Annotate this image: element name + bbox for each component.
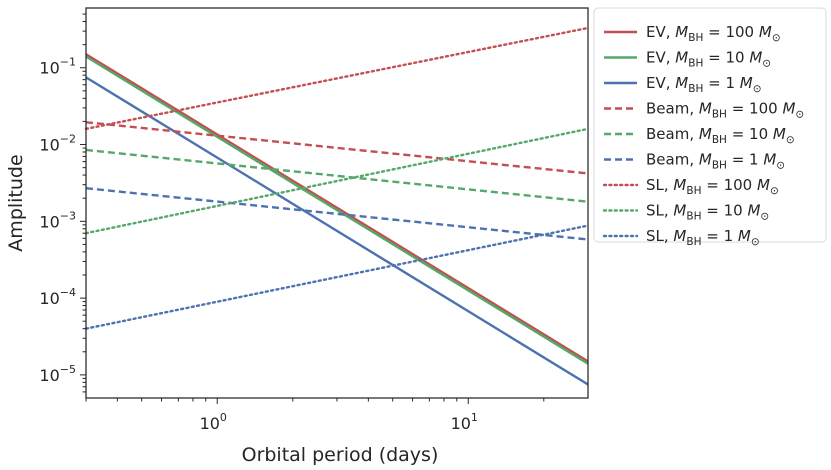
legend-label: SL, MBH = 100 M⊙ — [646, 176, 779, 197]
y-tick-label: 10−5 — [39, 363, 76, 385]
legend-label: Beam, MBH = 100 M⊙ — [646, 100, 804, 121]
legend-label: EV, MBH = 10 M⊙ — [646, 49, 771, 70]
series-line-1 — [85, 55, 589, 365]
legend-label: SL, MBH = 10 M⊙ — [646, 202, 769, 223]
series-line-7 — [84, 127, 590, 235]
legend-label: EV, MBH = 1 M⊙ — [646, 74, 762, 95]
ticks-layer: 10−5 10−4 10−3 10−2 10−1 100 101 — [39, 13, 545, 433]
series-line-0 — [85, 53, 589, 363]
legend-item: SL, MBH = 1 M⊙ — [602, 227, 760, 248]
legend-item: EV, MBH = 100 M⊙ — [604, 23, 781, 44]
legend-label: Beam, MBH = 1 M⊙ — [646, 151, 785, 172]
legend-box — [593, 7, 827, 243]
series-line-5 — [85, 187, 589, 241]
legend-item: EV, MBH = 10 M⊙ — [604, 49, 771, 70]
legend-label: Beam, MBH = 10 M⊙ — [646, 125, 795, 146]
series-layer — [84, 26, 590, 386]
series-line-2 — [85, 76, 589, 386]
y-tick-label: 10−3 — [39, 209, 76, 231]
x-tick-label: 100 — [200, 411, 227, 433]
series-line-3 — [85, 121, 589, 175]
y-tick-label: 10−2 — [39, 133, 76, 155]
x-tick-label: 101 — [451, 411, 478, 433]
series-line-6 — [84, 26, 590, 131]
legend-label: SL, MBH = 1 M⊙ — [646, 227, 760, 248]
y-axis-label: Amplitude — [5, 154, 27, 251]
legend-item: Beam, MBH = 10 M⊙ — [604, 125, 795, 146]
legend-item: SL, MBH = 10 M⊙ — [602, 202, 769, 223]
series-line-8 — [84, 224, 590, 330]
y-tick-label: 10−4 — [39, 286, 76, 308]
legend: EV, MBH = 100 M⊙ EV, MBH = 10 M⊙ EV, MBH =… — [593, 7, 827, 248]
series-line-4 — [85, 148, 589, 203]
legend-label: EV, MBH = 100 M⊙ — [646, 23, 781, 44]
legend-item: Beam, MBH = 100 M⊙ — [604, 100, 804, 121]
x-axis-label: Orbital period (days) — [242, 444, 439, 466]
y-tick-label: 10−1 — [39, 56, 76, 78]
legend-item: EV, MBH = 1 M⊙ — [604, 74, 762, 95]
legend-item: Beam, MBH = 1 M⊙ — [604, 151, 785, 172]
legend-item: SL, MBH = 100 M⊙ — [602, 176, 779, 197]
